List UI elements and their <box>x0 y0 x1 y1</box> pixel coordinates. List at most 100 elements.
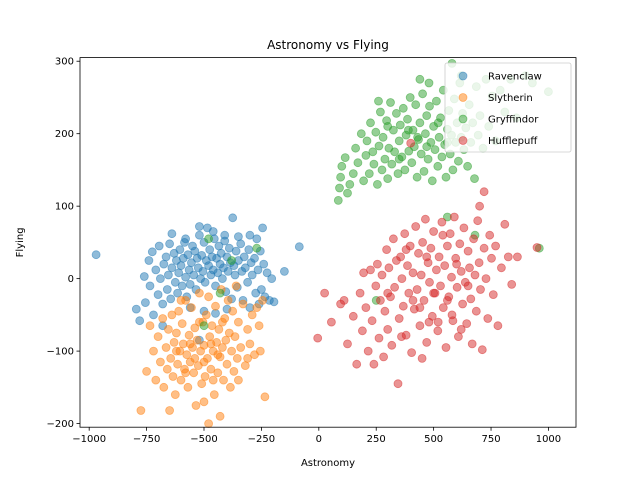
point-ravenclaw-14 <box>159 259 169 269</box>
point-gryffindor-12 <box>361 150 371 160</box>
point-slytherin-92 <box>181 368 191 378</box>
point-gryffindor-117 <box>252 243 262 253</box>
point-hufflepuff-100 <box>493 321 503 331</box>
point-gryffindor-73 <box>448 165 458 175</box>
point-hufflepuff-49 <box>418 237 428 247</box>
point-hufflepuff-1 <box>320 288 330 298</box>
point-gryffindor-61 <box>431 96 441 106</box>
point-ravenclaw-27 <box>176 261 186 271</box>
x-tick-label: −250 <box>248 434 275 445</box>
point-ravenclaw-6 <box>145 281 155 291</box>
point-hufflepuff-33 <box>396 252 406 262</box>
point-hufflepuff-75 <box>453 332 463 342</box>
point-hufflepuff-98 <box>488 290 498 300</box>
point-gryffindor-20 <box>374 141 384 151</box>
point-hufflepuff-110 <box>397 332 406 342</box>
point-gryffindor-55 <box>423 154 433 164</box>
point-gryffindor-18 <box>371 127 381 137</box>
point-slytherin-48 <box>206 364 216 374</box>
point-ravenclaw-81 <box>239 252 249 262</box>
point-hufflepuff-44 <box>411 222 421 231</box>
point-hufflepuff-31 <box>393 379 403 389</box>
point-hufflepuff-119 <box>383 288 393 298</box>
point-ravenclaw-22 <box>170 277 180 287</box>
point-ravenclaw-108 <box>220 230 230 240</box>
point-slytherin-44 <box>201 310 211 320</box>
x-tick-label: 750 <box>481 434 500 445</box>
point-hufflepuff-107 <box>479 187 489 197</box>
point-gryffindor-6 <box>345 179 355 189</box>
point-ravenclaw-72 <box>228 213 238 223</box>
point-slytherin-95 <box>233 375 243 385</box>
point-ravenclaw-109 <box>233 232 243 242</box>
point-hufflepuff-51 <box>420 214 430 224</box>
point-hufflepuff-90 <box>474 258 484 268</box>
point-hufflepuff-60 <box>433 326 443 336</box>
legend-marker-hufflepuff <box>458 136 468 145</box>
point-hufflepuff-4 <box>339 295 349 305</box>
point-hufflepuff-87 <box>470 270 480 280</box>
point-gryffindor-29 <box>387 159 397 169</box>
point-gryffindor-0 <box>333 195 343 205</box>
x-tick-label: −1000 <box>72 434 106 445</box>
point-gryffindor-32 <box>391 109 401 118</box>
point-ravenclaw-95 <box>258 223 268 233</box>
x-tick-label: 1000 <box>536 434 561 445</box>
point-gryffindor-3 <box>337 161 347 171</box>
x-axis: −1000 −750 −500 −250 0 250 500 750 1000 <box>72 427 561 445</box>
point-ravenclaw-13 <box>158 299 168 309</box>
point-gryffindor-8 <box>351 143 361 153</box>
point-hufflepuff-67 <box>442 241 452 251</box>
point-slytherin-99 <box>206 339 216 349</box>
point-hufflepuff-41 <box>407 348 417 358</box>
point-slytherin-84 <box>255 346 265 356</box>
point-hufflepuff-18 <box>374 333 384 343</box>
point-ravenclaw-0 <box>91 250 101 260</box>
point-slytherin-80 <box>252 303 262 313</box>
point-slytherin-33 <box>189 368 199 378</box>
point-hufflepuff-94 <box>481 274 491 284</box>
point-hufflepuff-45 <box>412 285 422 294</box>
point-ravenclaw-4 <box>140 298 150 308</box>
point-hufflepuff-111 <box>415 303 425 313</box>
point-hufflepuff-39 <box>404 288 414 298</box>
point-hufflepuff-108 <box>406 138 416 148</box>
point-gryffindor-13 <box>362 136 372 146</box>
point-gryffindor-38 <box>400 165 410 175</box>
point-gryffindor-14 <box>364 169 374 179</box>
point-slytherin-5 <box>153 332 163 342</box>
point-gryffindor-43 <box>407 158 417 168</box>
point-slytherin-17 <box>170 390 180 400</box>
point-slytherin-0 <box>136 406 146 415</box>
point-slytherin-31 <box>186 303 196 313</box>
point-hufflepuff-82 <box>463 246 473 256</box>
points-layer <box>91 59 553 429</box>
point-gryffindor-63 <box>434 132 444 142</box>
point-ravenclaw-10 <box>153 290 163 300</box>
point-ravenclaw-9 <box>151 265 161 275</box>
point-slytherin-52 <box>211 301 220 311</box>
point-gryffindor-1 <box>335 183 344 193</box>
point-gryffindor-17 <box>369 159 379 169</box>
point-gryffindor-28 <box>386 98 395 107</box>
point-ravenclaw-74 <box>230 270 240 280</box>
point-ravenclaw-106 <box>194 222 204 231</box>
point-ravenclaw-24 <box>173 288 183 298</box>
point-slytherin-93 <box>171 346 181 356</box>
point-ravenclaw-12 <box>155 274 165 284</box>
point-hufflepuff-83 <box>465 263 474 273</box>
point-gryffindor-111 <box>433 118 443 128</box>
point-hufflepuff-7 <box>352 359 362 369</box>
point-ravenclaw-25 <box>174 268 184 278</box>
point-hufflepuff-113 <box>447 310 457 320</box>
point-hufflepuff-12 <box>363 346 373 356</box>
point-gryffindor-106 <box>415 74 425 84</box>
point-hufflepuff-55 <box>426 243 436 253</box>
point-slytherin-28 <box>183 382 193 392</box>
point-ravenclaw-48 <box>200 277 210 287</box>
point-ravenclaw-5 <box>144 256 154 265</box>
point-gryffindor-26 <box>383 174 393 184</box>
point-gryffindor-58 <box>427 176 437 186</box>
point-hufflepuff-77 <box>456 266 466 276</box>
